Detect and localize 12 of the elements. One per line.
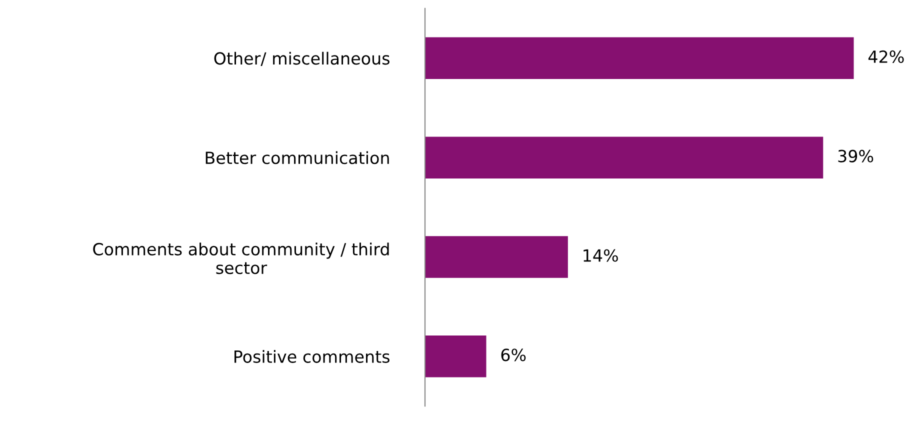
bar	[425, 336, 486, 378]
data-label: 42%	[868, 50, 904, 63]
bar	[425, 37, 854, 80]
y-tick-label: Comments about community / third sector	[93, 242, 389, 274]
data-label: 6%	[501, 348, 526, 362]
data-label: 14%	[584, 249, 618, 262]
y-tick-label: Better communication	[206, 151, 389, 164]
y-tick-label: Positive comments	[234, 350, 390, 363]
bar	[425, 136, 824, 178]
bar	[425, 236, 568, 278]
data-label: 39%	[838, 150, 874, 162]
y-tick-label: Other/ miscellaneous	[214, 52, 390, 66]
